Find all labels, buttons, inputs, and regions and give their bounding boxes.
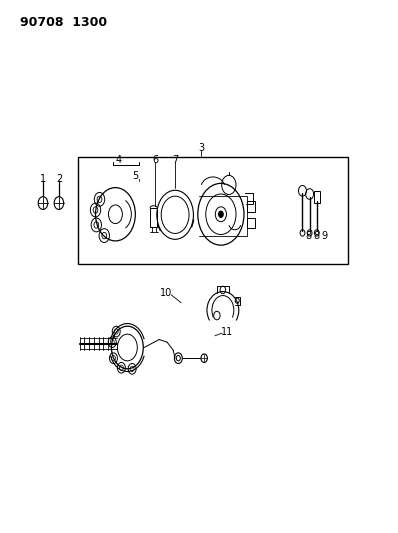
Circle shape — [54, 197, 64, 209]
Text: 8: 8 — [305, 231, 312, 240]
Bar — [78, 157, 348, 264]
Text: 9: 9 — [321, 231, 328, 240]
Bar — [247, 218, 255, 228]
Text: 6: 6 — [152, 155, 158, 165]
Text: 5: 5 — [132, 171, 139, 181]
Bar — [247, 201, 255, 212]
Text: 1: 1 — [40, 174, 46, 183]
Circle shape — [201, 354, 207, 362]
Text: 10: 10 — [160, 288, 172, 298]
Text: 90708  1300: 90708 1300 — [20, 16, 107, 29]
Circle shape — [38, 197, 48, 209]
Text: 2: 2 — [56, 174, 62, 183]
Text: 3: 3 — [198, 143, 204, 153]
Bar — [150, 208, 157, 227]
Text: 7: 7 — [172, 155, 178, 165]
Text: 8: 8 — [313, 231, 320, 240]
Circle shape — [219, 211, 223, 217]
Text: 11: 11 — [221, 327, 233, 336]
Text: 4: 4 — [115, 155, 122, 165]
Bar — [314, 191, 320, 203]
